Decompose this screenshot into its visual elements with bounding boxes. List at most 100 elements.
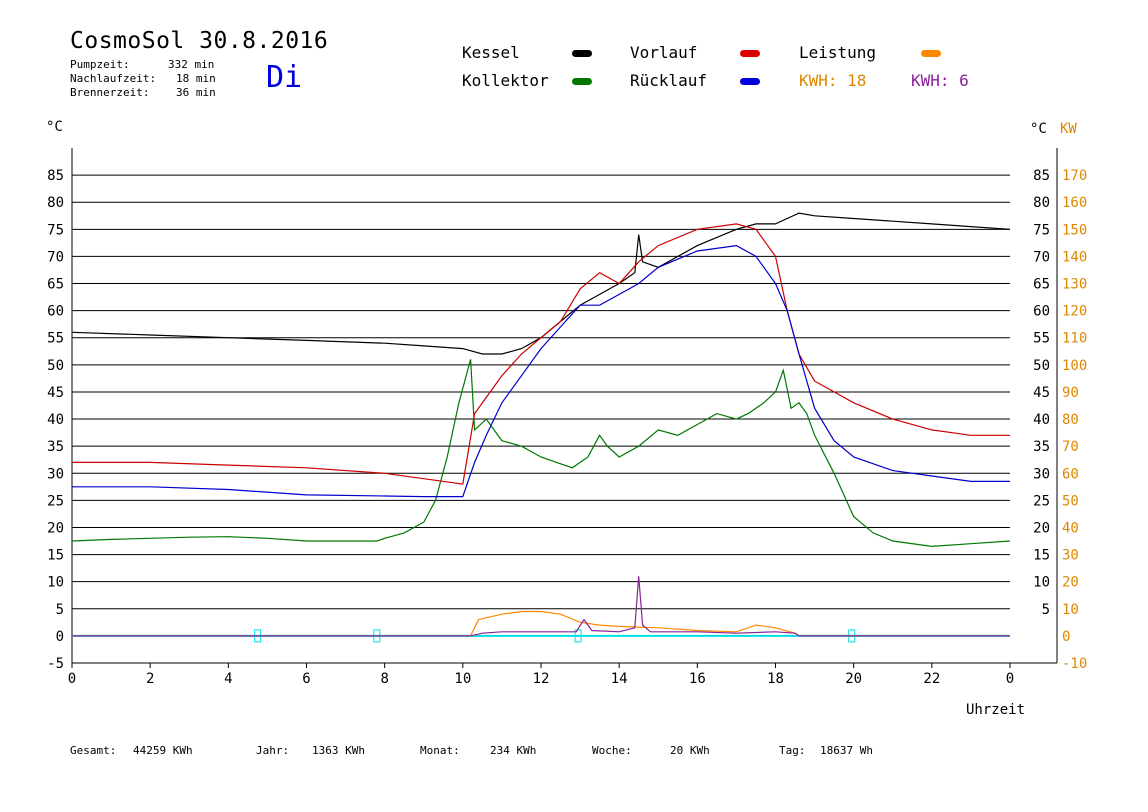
legend-ruecklauf-label: Rücklauf: [630, 71, 708, 90]
y-right-tick-label: 10: [1033, 575, 1050, 591]
legend-vorlauf-swatch: [740, 50, 760, 57]
legend-kollektor-label: Kollektor: [462, 71, 549, 90]
y-tick-label: 75: [47, 222, 64, 238]
footer-gesamt-value: 44259 KWh: [133, 744, 193, 757]
footer-woche-label: Woche:: [592, 744, 632, 757]
footer-monat-label: Monat:: [420, 744, 460, 757]
y2-tick-label: 60: [1062, 466, 1079, 482]
x-tick-label: 12: [533, 671, 550, 687]
footer-woche-value: 20 KWh: [670, 744, 710, 757]
legend-kwh-purple: KWH: 6: [911, 71, 969, 90]
y-right-tick-label: 65: [1033, 277, 1050, 293]
y-right-tick-label: 80: [1033, 195, 1050, 211]
y-tick-label: 40: [47, 412, 64, 428]
footer-jahr-value: 1363 KWh: [312, 744, 365, 757]
y2-tick-label: 150: [1062, 222, 1087, 238]
y-tick-label: 30: [47, 466, 64, 482]
y-right-tick-label: 85: [1033, 168, 1050, 184]
y-tick-label: 15: [47, 548, 64, 564]
series-line: [71, 212, 1011, 355]
y2-tick-label: 50: [1062, 493, 1079, 509]
x-tick-label: 0: [68, 671, 76, 687]
series-line: [72, 244, 1010, 498]
y-tick-label: 5: [56, 602, 64, 618]
y-right-tick-label: 75: [1033, 222, 1050, 238]
series-line: [72, 610, 1010, 637]
footer-tag-label: Tag:: [779, 744, 806, 757]
y-right-tick-label: 5: [1042, 602, 1050, 618]
y-right-tick-label: 30: [1033, 466, 1050, 482]
y2-tick-label: 80: [1062, 412, 1079, 428]
x-tick-label: 20: [845, 671, 862, 687]
x-tick-label: 4: [224, 671, 232, 687]
y2-tick-label: 120: [1062, 304, 1087, 320]
nachlaufzeit-value: 18 min: [176, 72, 216, 85]
brennerzeit-label: Brennerzeit:: [70, 86, 150, 99]
series-line: [72, 576, 1010, 637]
y-tick-label: 45: [47, 385, 64, 401]
x-tick-label: 10: [454, 671, 471, 687]
x-axis-label: Uhrzeit: [966, 702, 1026, 718]
y-right-tick-label: 20: [1033, 520, 1050, 536]
pumpzeit-value: 332 min: [168, 58, 215, 71]
y-right-tick-label: 15: [1033, 548, 1050, 564]
y-right-tick-label: 35: [1033, 439, 1050, 455]
y-tick-label: 10: [47, 575, 64, 591]
y-tick-label: -5: [47, 656, 64, 672]
y-tick-label: 55: [47, 331, 64, 347]
y-right-tick-label: 25: [1033, 493, 1050, 509]
x-tick-label: 8: [380, 671, 388, 687]
y-tick-label: 25: [47, 493, 64, 509]
y-right-tick-label: 55: [1033, 331, 1050, 347]
y-tick-label: 70: [47, 249, 64, 265]
legend-kessel-swatch: [572, 50, 592, 57]
y-tick-label: 35: [47, 439, 64, 455]
legend-ruecklauf-swatch: [740, 78, 760, 85]
y2-tick-label: 170: [1062, 168, 1087, 184]
y-right-tick-label: 60: [1033, 304, 1050, 320]
weekday-label: Di: [266, 60, 303, 95]
y-tick-label: 80: [47, 195, 64, 211]
brennerzeit-value: 36 min: [176, 86, 216, 99]
y2-tick-label: 30: [1062, 548, 1079, 564]
chart-title: CosmoSol 30.8.2016: [70, 28, 329, 54]
x-tick-label: 6: [302, 671, 310, 687]
left-axis-unit: °C: [46, 119, 63, 135]
footer-tag-value: 18637 Wh: [820, 744, 873, 757]
y2-tick-label: 140: [1062, 249, 1087, 265]
legend-kwh-orange: KWH: 18: [799, 71, 867, 90]
footer-jahr-label: Jahr:: [256, 744, 290, 757]
series-line: [71, 359, 1011, 548]
y-tick-label: 50: [47, 358, 64, 374]
x-tick-label: 14: [611, 671, 628, 687]
y2-tick-label: 90: [1062, 385, 1079, 401]
y2-tick-label: 110: [1062, 331, 1087, 347]
y2-tick-label: 20: [1062, 575, 1079, 591]
y2-tick-label: 70: [1062, 439, 1079, 455]
x-tick-label: 22: [923, 671, 940, 687]
right-axis-unit-kw: KW: [1060, 121, 1077, 137]
legend-leistung-label: Leistung: [799, 43, 877, 62]
footer-gesamt-label: Gesamt:: [70, 744, 117, 757]
y2-tick-label: 40: [1062, 520, 1079, 536]
pumpzeit-label: Pumpzeit:: [70, 58, 130, 71]
y-right-tick-label: 40: [1033, 412, 1050, 428]
y-right-tick-label: 45: [1033, 385, 1050, 401]
y-tick-label: 20: [47, 520, 64, 536]
x-tick-label: 16: [689, 671, 706, 687]
legend-kessel-label: Kessel: [462, 43, 520, 62]
x-tick-label: 2: [146, 671, 154, 687]
y2-tick-label: 100: [1062, 358, 1087, 374]
y-tick-label: 60: [47, 304, 64, 320]
nachlaufzeit-label: Nachlaufzeit:: [70, 72, 157, 85]
legend-vorlauf-label: Vorlauf: [630, 43, 698, 62]
x-tick-label: 0: [1006, 671, 1014, 687]
y2-tick-label: 10: [1062, 602, 1079, 618]
legend-kollektor-swatch: [572, 78, 592, 85]
footer-monat-value: 234 KWh: [490, 744, 537, 757]
y-tick-label: 85: [47, 168, 64, 184]
y2-tick-label: 130: [1062, 277, 1087, 293]
y2-tick-label: -10: [1062, 656, 1087, 672]
y2-tick-label: 160: [1062, 195, 1087, 211]
x-tick-label: 18: [767, 671, 784, 687]
